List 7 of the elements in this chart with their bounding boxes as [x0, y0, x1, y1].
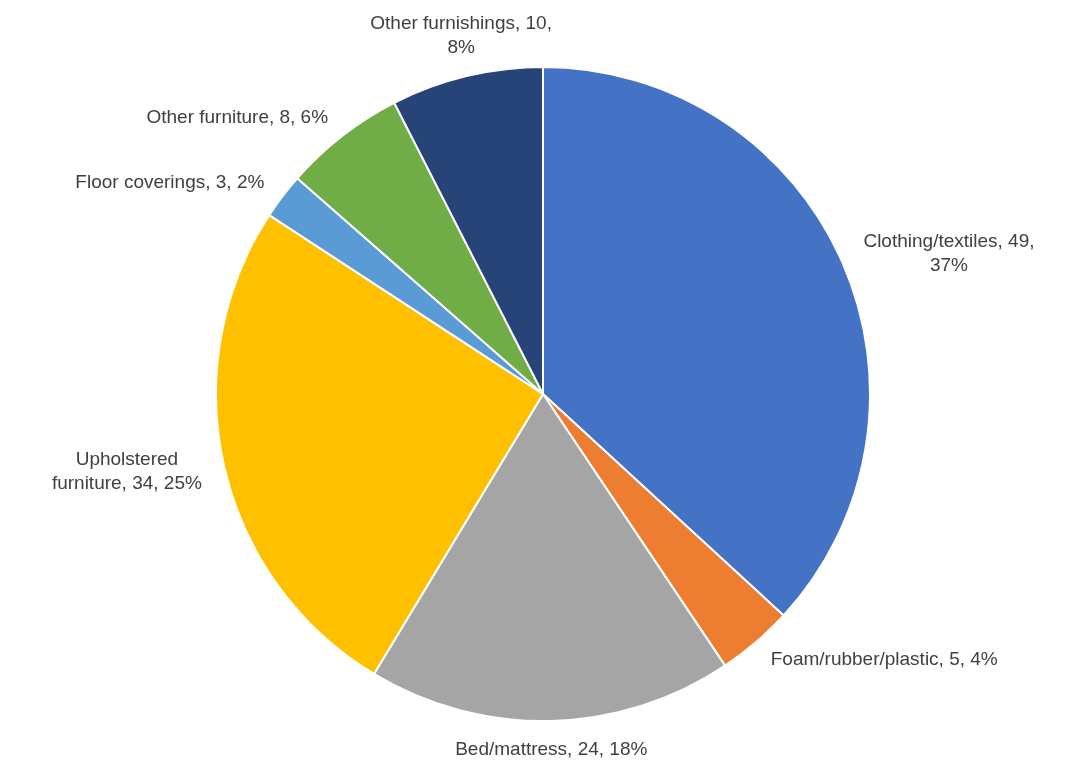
slice-label: Other furniture, 8, 6% [146, 106, 329, 128]
slice-label: Bed/mattress, 24, 18% [455, 738, 648, 760]
slice-label: Floor coverings, 3, 2% [75, 170, 265, 192]
slice-label: Upholstered furniture, 34, 25% [51, 448, 202, 494]
slice-label: Foam/rubber/plastic, 5, 4% [770, 647, 998, 669]
slice-label: Clothing/textiles, 49, 37% [863, 229, 1035, 275]
slice-label: Other furnishings, 10, 8% [370, 12, 552, 58]
